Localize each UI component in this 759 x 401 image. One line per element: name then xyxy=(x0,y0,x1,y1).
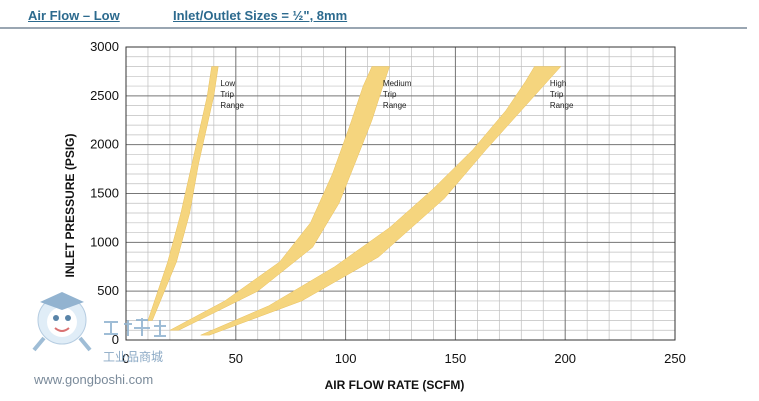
band-label-line: High xyxy=(550,79,566,88)
y-axis-title: INLET PRESSURE (PSIG) xyxy=(63,133,77,277)
chart-heading-air-flow: Air Flow – Low xyxy=(28,8,120,23)
chart-heading-sizes: Inlet/Outlet Sizes = ½", 8mm xyxy=(173,8,348,23)
y-tick-label: 1500 xyxy=(90,186,119,201)
trip-range-band-2 xyxy=(169,66,390,331)
x-tick-label: 50 xyxy=(229,351,243,366)
band-label-line: Range xyxy=(550,101,574,110)
x-tick-label: 250 xyxy=(664,351,686,366)
y-tick-label: 1000 xyxy=(90,234,119,249)
x-tick-label: 0 xyxy=(122,351,129,366)
y-tick-label: 500 xyxy=(97,283,119,298)
band-label-2: Medium Trip Range xyxy=(383,79,412,110)
band-label-line: Range xyxy=(383,101,407,110)
band-labels: Low Trip Range Medium Trip Range High Trip Range xyxy=(220,79,574,110)
y-tick-label: 2000 xyxy=(90,137,119,152)
watermark-url: www.gongboshi.com xyxy=(33,372,153,387)
plot-frame xyxy=(125,46,676,341)
trip-range-band-1 xyxy=(147,66,219,321)
band-label-1: Low Trip Range xyxy=(220,79,244,110)
y-tick-label: 2500 xyxy=(90,88,119,103)
band-label-3: High Trip Range xyxy=(550,79,574,110)
x-tick-label: 150 xyxy=(445,351,467,366)
y-tick-label: 0 xyxy=(112,332,119,347)
band-label-line: Trip xyxy=(550,90,564,99)
watermark-mascot-logo xyxy=(32,292,166,352)
band-label-line: Low xyxy=(220,79,235,88)
x-tick-label: 200 xyxy=(554,351,576,366)
watermark-brand: 工业品商城 xyxy=(103,349,163,364)
x-tick-label: 100 xyxy=(335,351,357,366)
y-tick-label: 3000 xyxy=(90,39,119,54)
band-label-line: Medium xyxy=(383,79,412,88)
trip-range-bands xyxy=(147,66,562,336)
band-label-line: Trip xyxy=(220,90,234,99)
band-label-line: Trip xyxy=(383,90,397,99)
band-label-line: Range xyxy=(220,101,244,110)
trip-range-band-3 xyxy=(200,66,562,336)
header-bar: Air Flow – Low Inlet/Outlet Sizes = ½", … xyxy=(0,0,747,29)
x-axis-title: AIR FLOW RATE (SCFM) xyxy=(325,378,465,392)
